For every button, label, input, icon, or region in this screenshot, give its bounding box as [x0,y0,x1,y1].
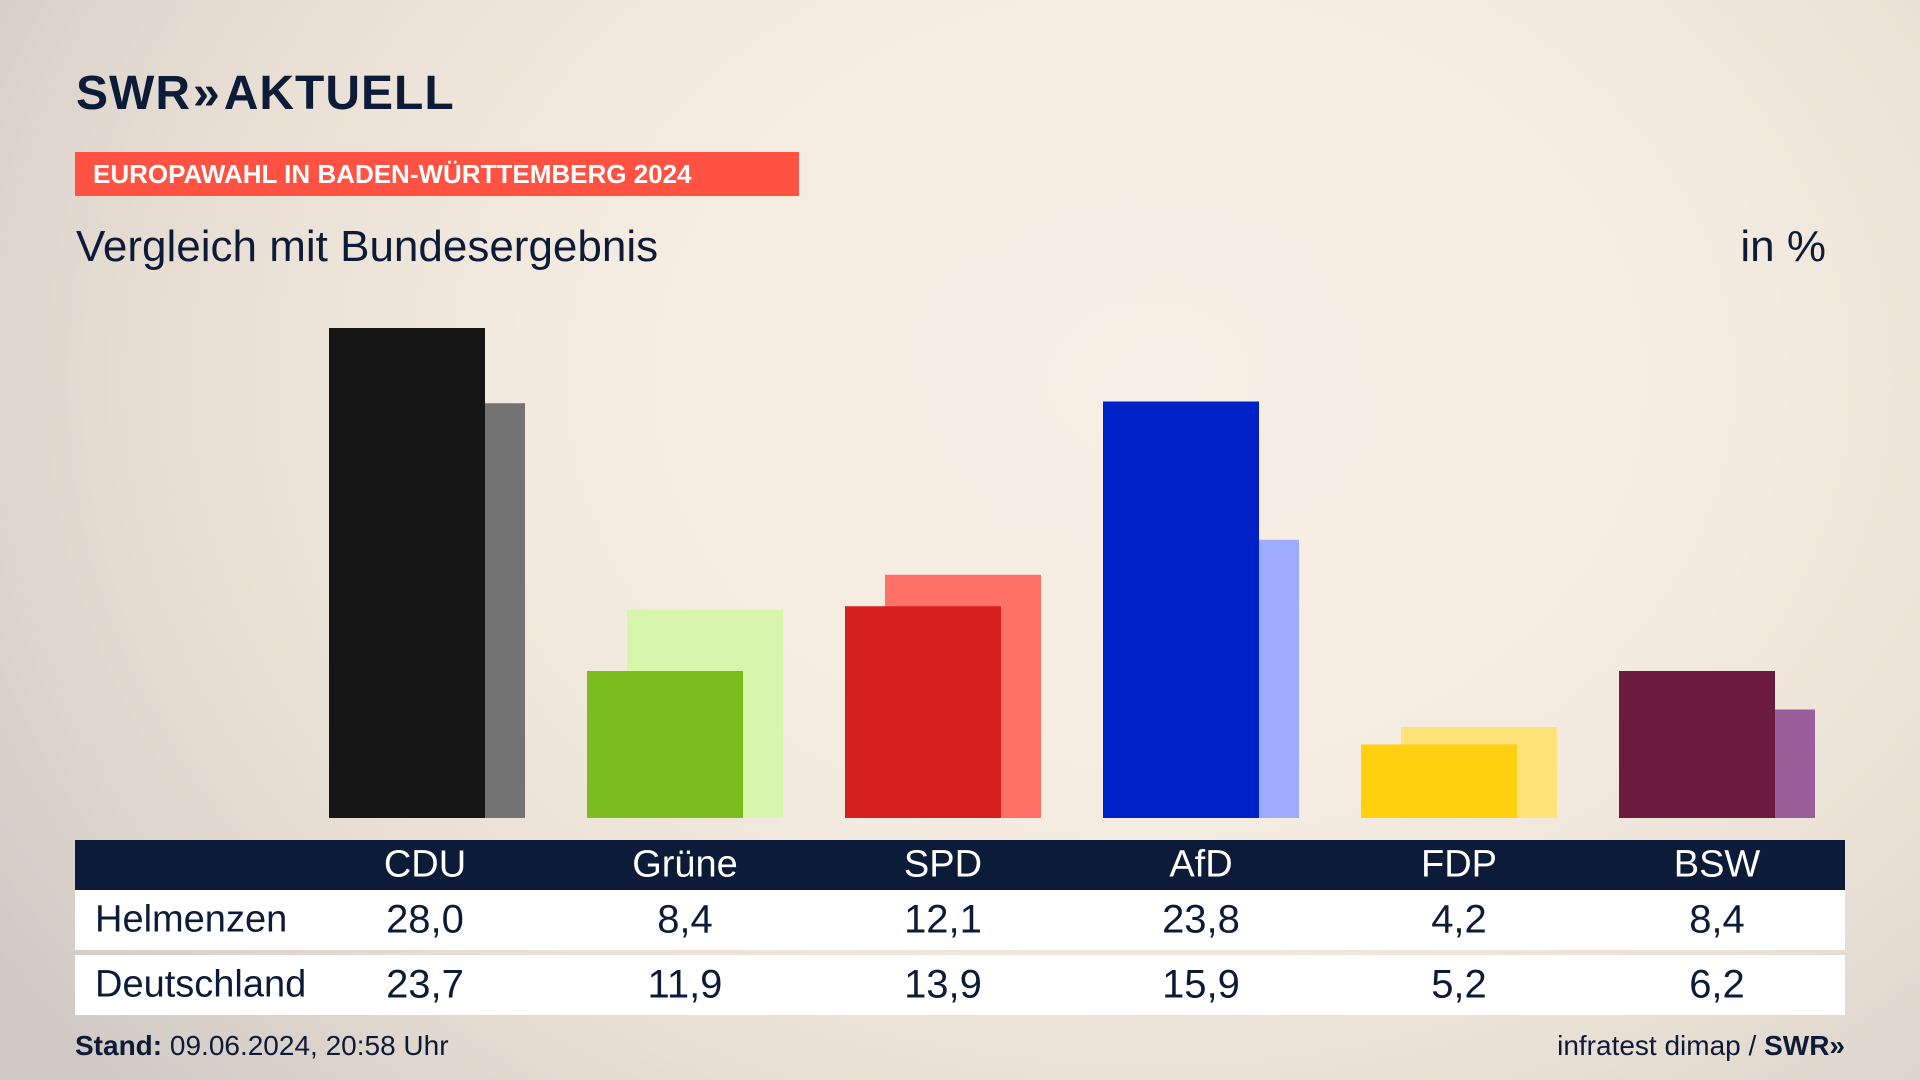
bar-helmenzen-afd [1103,401,1259,818]
bar-chart [329,328,1815,818]
party-label-afd: AfD [1169,843,1233,886]
logo-swr: SWR [76,67,191,120]
value-helmenzen-cdu: 28,0 [386,897,464,942]
table-row-helmenzen: Helmenzen 28,0 8,4 12,1 23,8 4,2 8,4 [75,890,1845,950]
party-header-row: CDU Grüne SPD AfD FDP BSW [75,840,1845,890]
election-banner: EUROPAWAHL IN BADEN-WÜRTTEMBERG 2024 [75,152,799,196]
value-deutschland-spd: 13,9 [904,962,982,1007]
bar-helmenzen-cdu [329,328,485,818]
bar-helmenzen-bsw [1619,671,1775,818]
value-deutschland-grüne: 11,9 [647,962,723,1007]
bar-helmenzen-fdp [1361,744,1517,818]
value-deutschland-fdp: 5,2 [1431,962,1487,1007]
bar-helmenzen-spd [845,606,1001,818]
unit-label: in % [1740,222,1826,271]
logo-aktuell: AKTUELL [223,67,455,120]
value-helmenzen-bsw: 8,4 [1689,897,1745,942]
row-label-deutschland: Deutschland [95,963,307,1006]
table-row-deutschland: Deutschland 23,7 11,9 13,9 15,9 5,2 6,2 [75,955,1845,1015]
value-deutschland-cdu: 23,7 [386,962,464,1007]
value-helmenzen-grüne: 8,4 [657,897,713,942]
value-deutschland-afd: 15,9 [1162,962,1240,1007]
value-helmenzen-afd: 23,8 [1162,897,1240,942]
party-label-cdu: CDU [383,843,467,886]
stand-label: Stand: [75,1030,163,1061]
party-label-fdp: FDP [1421,843,1497,886]
source-text: infratest dimap / [1557,1030,1757,1061]
party-label-grüne: Grüne [632,843,738,886]
row-label-helmenzen: Helmenzen [95,898,288,941]
swr-small-logo: SWR» [1764,1030,1845,1061]
stand-value: 09.06.2024, 20:58 Uhr [169,1030,449,1061]
timestamp: Stand: 09.06.2024, 20:58 Uhr [75,1030,449,1062]
bar-helmenzen-grüne [587,671,743,818]
value-deutschland-bsw: 6,2 [1689,962,1745,1007]
value-helmenzen-spd: 12,1 [904,897,982,942]
party-label-bsw: BSW [1673,843,1761,886]
party-label-spd: SPD [903,843,983,886]
source-credit: infratest dimap / SWR» [1557,1030,1845,1062]
chart-subtitle: Vergleich mit Bundesergebnis [76,222,659,271]
swr-aktuell-logo: SWR» AKTUELL [76,66,455,121]
value-helmenzen-fdp: 4,2 [1431,897,1487,942]
